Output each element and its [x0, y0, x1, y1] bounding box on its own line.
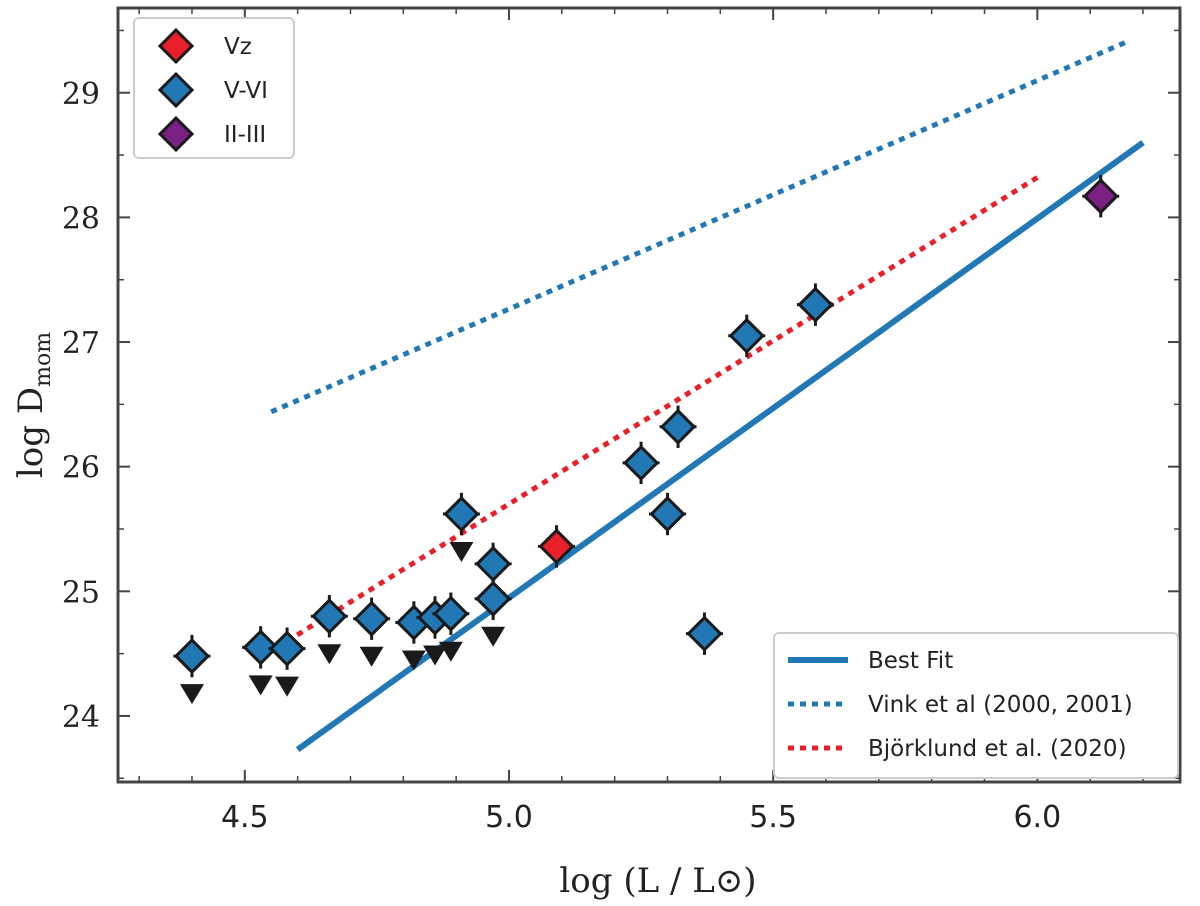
x-tick-label: 4.5 [221, 800, 269, 835]
y-tick-label: 24 [62, 700, 100, 735]
y-tick-label: 29 [62, 77, 100, 112]
legend-markers: Vz V-VI II-III [133, 17, 295, 159]
point-marker [443, 495, 480, 533]
data-point [173, 634, 211, 705]
upper-limit-arrow [275, 676, 300, 697]
axes: 4.5 5.0 5.5 6.0 24 25 26 27 28 29 [62, 6, 1182, 835]
point-marker [728, 317, 765, 354]
point-marker [797, 286, 834, 323]
point-marker [475, 580, 512, 617]
data-points [173, 175, 1120, 705]
data-point [1082, 175, 1120, 218]
point-marker [353, 600, 390, 637]
data-point [353, 597, 391, 667]
legend-marker-ii-iii [157, 115, 195, 153]
data-point [685, 612, 723, 655]
data-point [538, 525, 576, 568]
data-point [622, 441, 660, 485]
y-tick-label: 28 [62, 201, 100, 236]
legend-line-label: Vink et al (2000, 2001) [868, 692, 1133, 718]
data-point [442, 492, 480, 563]
x-tick-label: 5.5 [749, 800, 797, 835]
y-tick-label: 27 [62, 326, 100, 361]
x-axis-label: log (L / L⊙) [559, 861, 756, 901]
upper-limit-arrow [423, 645, 448, 666]
data-point [242, 626, 280, 696]
upper-limit-arrow [401, 650, 426, 671]
data-point [432, 592, 470, 662]
data-point [474, 577, 512, 647]
legend-box-lines [773, 632, 1179, 779]
legend-lines: Best Fit Vink et al (2000, 2001) Björklund… [773, 632, 1179, 779]
legend-label-ii-iii: II-III [224, 122, 266, 148]
y-axis-label: log Dmom [11, 332, 56, 478]
data-point [310, 595, 348, 665]
y-axis-label-main: log D [11, 387, 51, 478]
x-tick-label: 5.0 [485, 800, 533, 835]
point-marker [432, 595, 469, 632]
point-marker [649, 495, 686, 533]
legend-line-label: Björklund et al. (2020) [868, 736, 1127, 762]
point-marker [538, 528, 575, 565]
upper-limit-arrow [438, 641, 463, 662]
point-marker [1082, 178, 1119, 215]
point-marker [311, 598, 348, 635]
y-tick-label: 26 [62, 451, 100, 486]
data-point [268, 627, 306, 697]
point-marker [268, 630, 306, 667]
data-point [659, 405, 697, 448]
upper-limit-arrow [317, 644, 342, 665]
y-tick-label: 25 [62, 575, 100, 610]
point-marker [173, 637, 211, 675]
point-marker [475, 545, 512, 583]
point-marker [659, 408, 697, 445]
legend-marker-v-vi [157, 71, 195, 109]
y-axis-label-sub: mom [31, 332, 56, 387]
x-tick-label: 6.0 [1013, 800, 1061, 835]
upper-limit-arrow [179, 684, 204, 705]
plot-frame [116, 6, 1182, 784]
legend-label-v-vi: V-VI [224, 78, 268, 104]
point-marker [242, 629, 279, 666]
legend-line-label: Best Fit [868, 648, 953, 674]
upper-limit-arrow [481, 626, 506, 647]
upper-limit-arrow [248, 675, 273, 696]
data-point [796, 283, 834, 326]
data-point [728, 314, 766, 357]
point-marker [622, 444, 660, 482]
legend-label-vz: Vz [224, 34, 252, 60]
legend-box-markers [133, 17, 295, 159]
legend-marker-vz [157, 27, 195, 65]
upper-limit-arrow [449, 542, 474, 563]
point-marker [686, 615, 723, 652]
line-bj-rklund-et-al-2020 [285, 175, 1039, 644]
upper-limit-arrow [359, 646, 384, 667]
line-vink-et-al-2000-2001 [270, 39, 1129, 415]
data-point [649, 492, 686, 536]
